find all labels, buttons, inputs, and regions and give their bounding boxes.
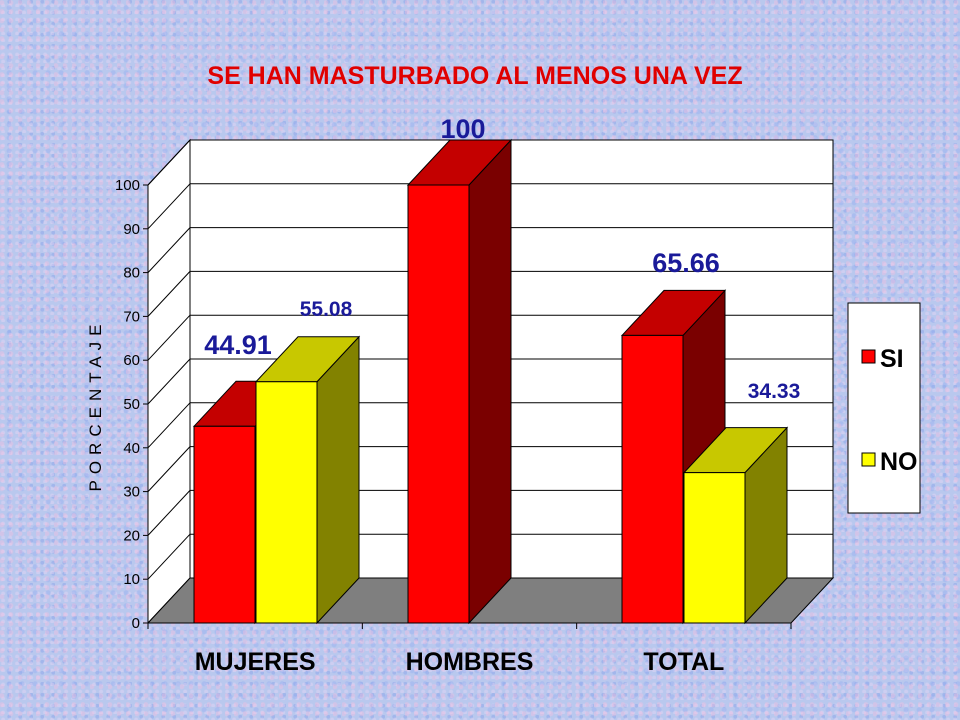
- y-tick-label: 60: [123, 352, 140, 369]
- bar-side: [316, 335, 360, 625]
- x-category-label: MUJERES: [195, 648, 316, 676]
- gridline-side: [147, 227, 191, 273]
- y-tick-label: 80: [123, 265, 140, 282]
- legend: SI NO: [847, 302, 921, 514]
- data-labels: 44.91 55.08 100 65.66 34.33: [204, 114, 800, 403]
- bar-side: [468, 138, 512, 625]
- y-tick-label: 40: [123, 440, 140, 457]
- data-label: 65.66: [652, 248, 720, 278]
- y-tick-label: 90: [123, 221, 140, 238]
- data-label: 44.91: [204, 330, 272, 360]
- gridline-side: [147, 446, 191, 492]
- legend-swatch-no: [861, 452, 876, 467]
- bars: [192, 138, 789, 625]
- bar-no-total: [682, 426, 789, 625]
- gridline-side: [147, 314, 191, 361]
- data-label: 34.33: [748, 380, 801, 403]
- legend-label-no: NO: [880, 448, 918, 476]
- bar-front: [683, 472, 746, 624]
- x-axis-categories: MUJERES HOMBRES TOTAL: [195, 648, 725, 676]
- legend-label-si: SI: [880, 345, 904, 373]
- data-label: 100: [440, 114, 485, 144]
- y-tick-label: 50: [123, 396, 140, 413]
- y-tick-label: 10: [123, 571, 140, 588]
- bar-front: [621, 334, 684, 624]
- legend-swatch-si: [861, 349, 876, 364]
- y-tick-label: 100: [115, 177, 140, 194]
- bar-no-mujeres: [254, 335, 361, 625]
- gridline-side: [147, 271, 191, 317]
- y-axis-label: PORCENTAJE: [86, 318, 105, 491]
- bar-si-hombres: [406, 138, 513, 625]
- gridline-side: [147, 533, 191, 580]
- data-label: 55.08: [300, 298, 353, 321]
- x-category-label: TOTAL: [643, 648, 724, 676]
- y-tick-label: 70: [123, 308, 140, 325]
- gridline-side: [147, 139, 191, 186]
- bar-front: [407, 184, 470, 624]
- gridline-side: [147, 358, 191, 405]
- gridline-side: [147, 490, 191, 536]
- gridline-side: [147, 402, 191, 449]
- y-tick-label: 20: [123, 527, 140, 544]
- bar-front: [255, 381, 318, 624]
- bar-front: [193, 425, 256, 624]
- x-category-label: HOMBRES: [406, 648, 534, 676]
- legend-box: [847, 302, 921, 514]
- chart-title: SE HAN MASTURBADO AL MENOS UNA VEZ: [207, 62, 742, 90]
- y-tick-label: 30: [123, 484, 140, 501]
- gridline-side: [147, 183, 191, 230]
- y-tick-label: 0: [132, 615, 140, 632]
